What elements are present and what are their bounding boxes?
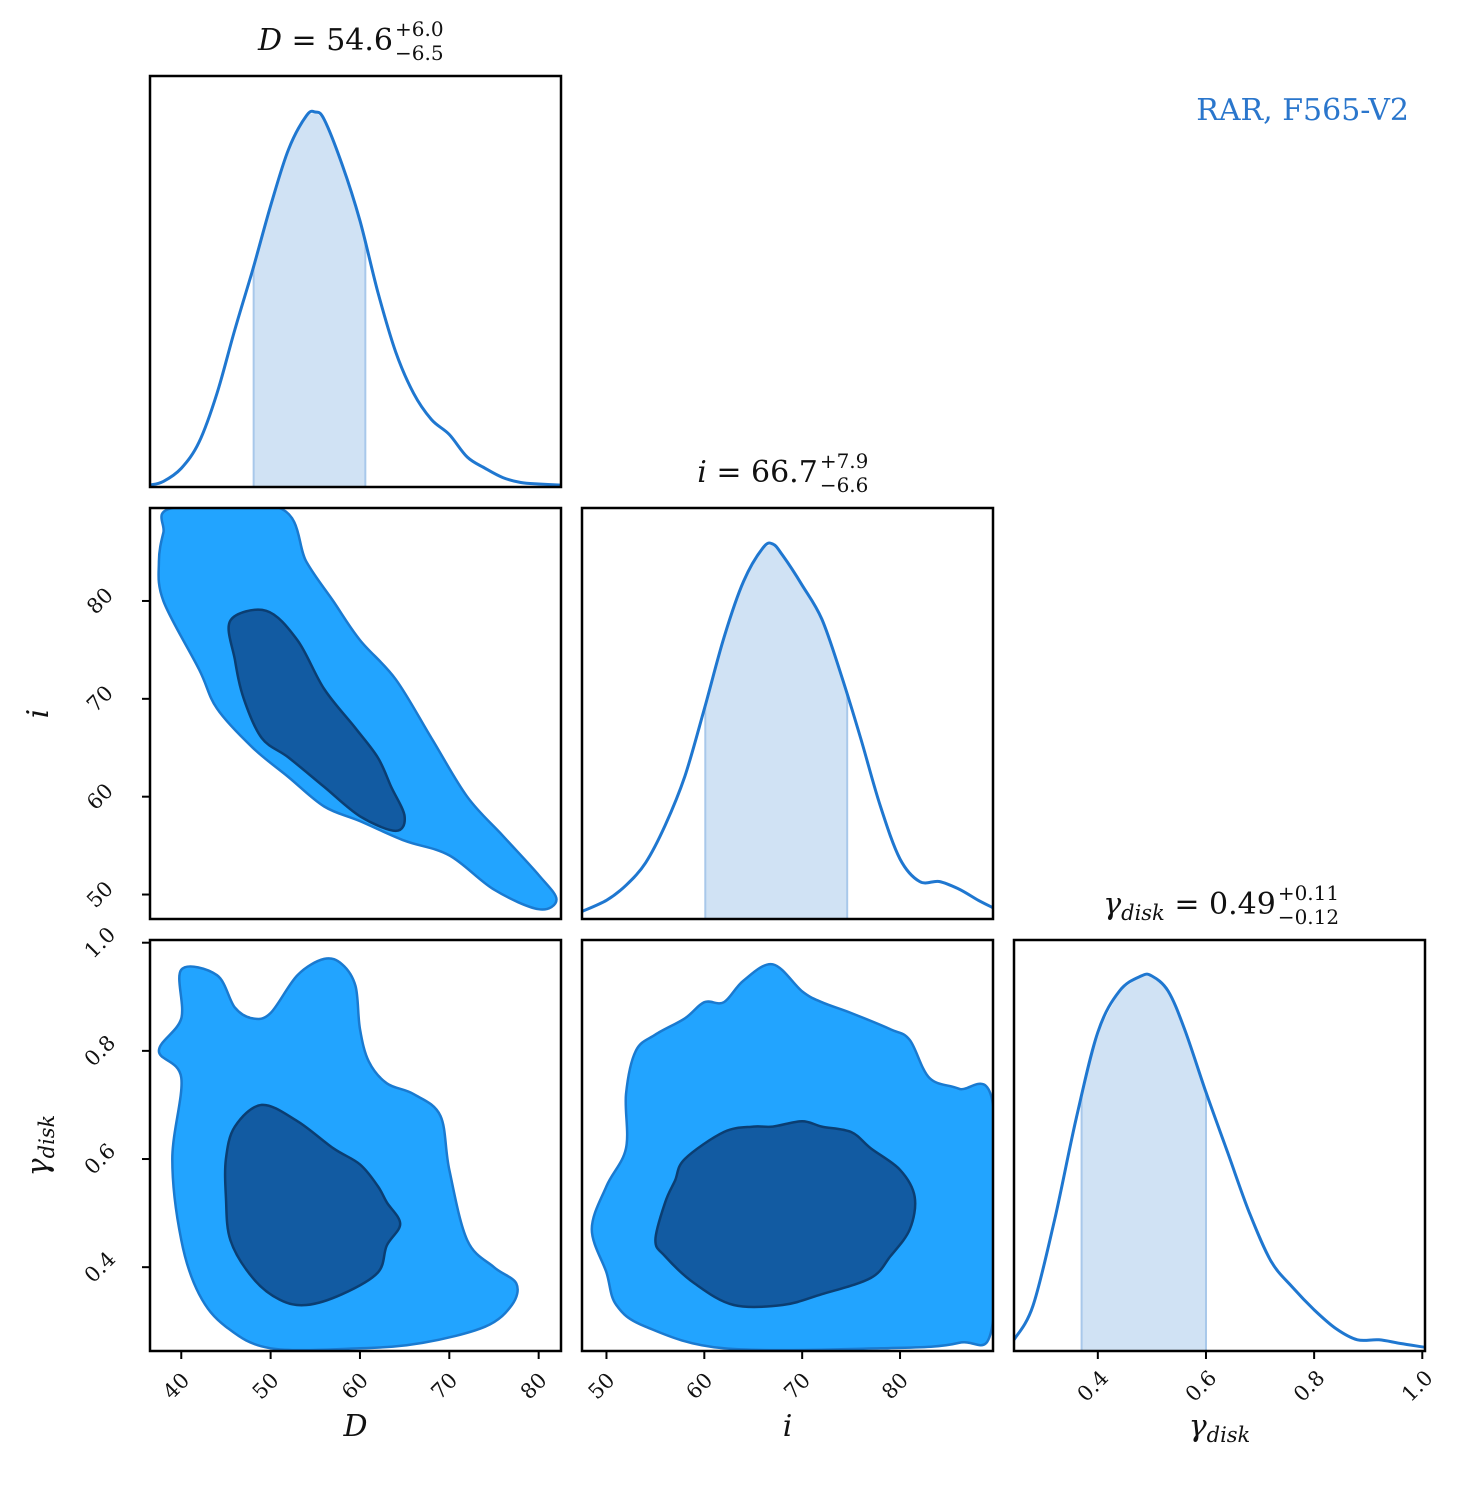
panel-frame <box>1012 938 1427 1353</box>
credible-band-1 <box>705 544 848 919</box>
marginal-title-2: γdisk = 0.49 <box>1103 887 1276 925</box>
credible-band-0 <box>253 112 366 487</box>
panel-frame <box>148 506 563 921</box>
axis-label-1: i <box>21 709 56 719</box>
axis-label-0: D <box>342 1409 367 1444</box>
panel-frame <box>580 938 995 1353</box>
axis-label-2: γdisk <box>21 1115 59 1177</box>
contour-outer <box>157 508 558 911</box>
y-axis-2: 0.4 0.6 0.8 1.0 γdisk <box>21 922 150 1287</box>
title-minus-0: −6.5 <box>395 41 444 65</box>
contour-inner <box>223 1103 402 1307</box>
density-curve-1 <box>582 541 993 913</box>
credible-band-2 <box>1081 976 1206 1351</box>
y-tick-label: 60 <box>82 779 118 815</box>
y-tick-label: 80 <box>82 583 118 619</box>
marginal-panel-0: D = 54.6 +6.0−6.5 <box>148 17 563 489</box>
x-tick-label: 1.0 <box>1397 1366 1438 1407</box>
x-tick-label: 0.8 <box>1289 1366 1330 1407</box>
marginal-panel-2: γdisk = 0.49 +0.11−0.12 <box>1012 881 1427 1353</box>
x-tick-label: 60 <box>337 1368 373 1404</box>
panel-frame <box>148 938 563 1353</box>
contour-panel-0-2 <box>148 938 563 1353</box>
marginal-title-1: i = 66.7 <box>697 455 818 490</box>
axis-label-1: i <box>783 1409 793 1444</box>
contour-inner <box>227 608 407 833</box>
x-tick-label: 80 <box>516 1368 552 1404</box>
y-tick-label: 50 <box>82 877 118 913</box>
density-curve-0 <box>150 109 561 487</box>
title-minus-2: −0.12 <box>1278 905 1339 929</box>
panel-frame <box>148 74 563 489</box>
y-axis-1: 50 60 70 80 i <box>21 583 150 912</box>
x-tick-label: 60 <box>681 1368 717 1404</box>
y-tick-label: 0.6 <box>80 1139 121 1180</box>
y-tick-label: 1.0 <box>80 922 121 963</box>
x-tick-label: 70 <box>779 1368 815 1404</box>
y-tick-label: 70 <box>82 681 118 717</box>
density-curve-2 <box>1014 972 1425 1349</box>
title-plus-0: +6.0 <box>395 17 444 41</box>
contour-panel-1-2 <box>580 938 995 1353</box>
x-axis-1: 50 60 70 80 i <box>584 1351 913 1444</box>
legend-label: RAR, F565-V2 <box>1196 93 1409 128</box>
x-tick-label: 50 <box>248 1368 284 1404</box>
x-tick-label: 80 <box>877 1368 913 1404</box>
contour-panel-0-1 <box>148 506 563 921</box>
x-tick-label: 70 <box>426 1368 462 1404</box>
marginal-panel-1: i = 66.7 +7.9−6.6 <box>580 449 995 921</box>
y-tick-label: 0.4 <box>80 1247 121 1288</box>
x-tick-label: 0.6 <box>1181 1366 1222 1407</box>
y-tick-label: 0.8 <box>80 1031 121 1072</box>
marginal-title-0: D = 54.6 <box>257 23 393 58</box>
x-axis-0: 40 50 60 70 80 D <box>158 1351 552 1444</box>
x-axis-2: 0.4 0.6 0.8 1.0 γdisk <box>1073 1351 1438 1447</box>
x-tick-label: 40 <box>158 1368 194 1404</box>
panel-frame <box>580 506 995 921</box>
title-plus-1: +7.9 <box>820 449 869 473</box>
contour-inner <box>654 1119 917 1309</box>
x-tick-label: 0.4 <box>1073 1366 1114 1407</box>
axis-label-2: γdisk <box>1189 1409 1251 1447</box>
title-minus-1: −6.6 <box>820 473 869 497</box>
title-plus-2: +0.11 <box>1278 881 1339 905</box>
x-tick-label: 50 <box>584 1368 620 1404</box>
